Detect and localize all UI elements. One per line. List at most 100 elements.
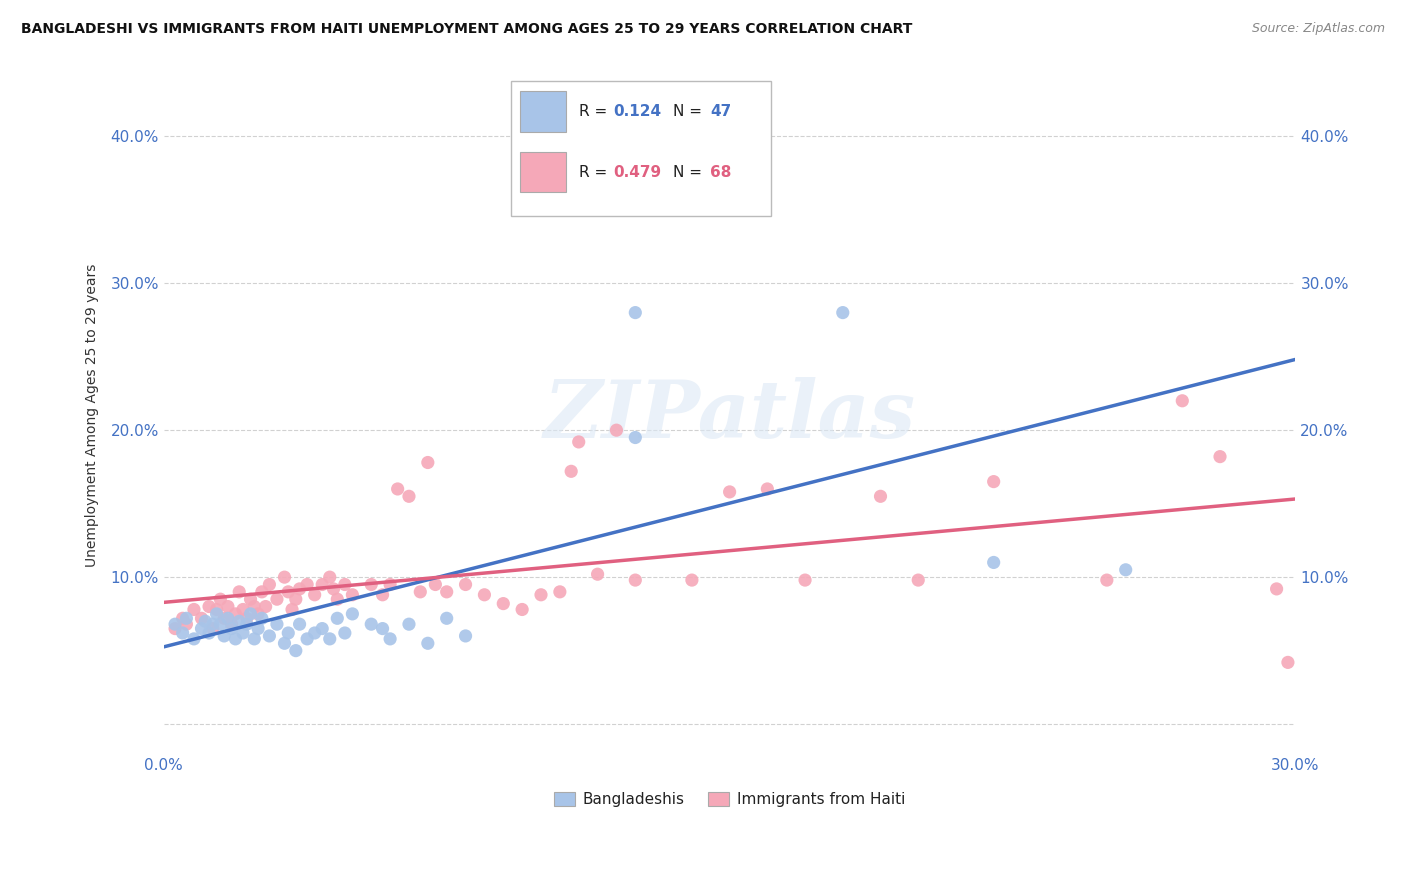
- Point: [342, 588, 364, 602]
- Point: [398, 617, 420, 632]
- Point: [250, 585, 273, 599]
- Point: [409, 585, 432, 599]
- Point: [190, 611, 212, 625]
- Y-axis label: Unemployment Among Ages 25 to 29 years: Unemployment Among Ages 25 to 29 years: [86, 264, 100, 567]
- FancyBboxPatch shape: [512, 81, 772, 216]
- Point: [273, 570, 295, 584]
- Point: [284, 643, 307, 657]
- Point: [221, 622, 243, 636]
- Point: [172, 611, 194, 625]
- Point: [530, 588, 553, 602]
- Point: [1277, 656, 1299, 670]
- Point: [548, 585, 571, 599]
- Point: [176, 617, 198, 632]
- Point: [221, 617, 243, 632]
- Point: [176, 611, 198, 625]
- Point: [360, 617, 382, 632]
- Point: [281, 602, 304, 616]
- Point: [288, 582, 311, 596]
- Point: [228, 585, 250, 599]
- Point: [236, 611, 259, 625]
- Text: N =: N =: [673, 165, 707, 179]
- Point: [277, 585, 299, 599]
- Point: [983, 556, 1005, 570]
- Point: [319, 570, 342, 584]
- Point: [205, 607, 228, 621]
- Point: [371, 622, 394, 636]
- Point: [1095, 573, 1118, 587]
- Point: [416, 636, 439, 650]
- Point: [624, 573, 647, 587]
- Point: [198, 599, 221, 614]
- Point: [228, 614, 250, 628]
- Point: [1265, 582, 1288, 596]
- Text: 0.124: 0.124: [613, 103, 661, 119]
- Point: [326, 592, 349, 607]
- Point: [326, 611, 349, 625]
- Text: R =: R =: [579, 103, 612, 119]
- Point: [247, 622, 270, 636]
- Text: 47: 47: [710, 103, 731, 119]
- Point: [217, 611, 239, 625]
- Point: [605, 423, 627, 437]
- Point: [205, 602, 228, 616]
- Point: [586, 567, 609, 582]
- Point: [416, 456, 439, 470]
- Point: [288, 617, 311, 632]
- Point: [624, 430, 647, 444]
- Point: [756, 482, 779, 496]
- Point: [243, 632, 266, 646]
- Text: R =: R =: [579, 165, 612, 179]
- Point: [794, 573, 817, 587]
- Point: [212, 629, 235, 643]
- Point: [266, 617, 288, 632]
- Point: [378, 632, 401, 646]
- Point: [454, 629, 477, 643]
- Point: [277, 626, 299, 640]
- Text: 68: 68: [710, 165, 731, 179]
- Point: [510, 602, 533, 616]
- Point: [224, 632, 246, 646]
- Point: [492, 597, 515, 611]
- Point: [209, 592, 232, 607]
- Point: [322, 582, 344, 596]
- Point: [398, 489, 420, 503]
- Point: [1209, 450, 1232, 464]
- Point: [425, 577, 447, 591]
- Point: [387, 482, 409, 496]
- Point: [209, 617, 232, 632]
- Point: [304, 588, 326, 602]
- Point: [273, 636, 295, 650]
- Point: [259, 577, 281, 591]
- Legend: Bangladeshis, Immigrants from Haiti: Bangladeshis, Immigrants from Haiti: [548, 786, 911, 814]
- Point: [983, 475, 1005, 489]
- Point: [165, 617, 187, 632]
- Point: [217, 599, 239, 614]
- Point: [172, 626, 194, 640]
- Point: [568, 434, 591, 449]
- Point: [239, 607, 262, 621]
- Point: [247, 607, 270, 621]
- Point: [1115, 563, 1137, 577]
- Point: [311, 577, 333, 591]
- Point: [201, 617, 224, 632]
- Point: [624, 305, 647, 319]
- Point: [333, 626, 356, 640]
- Text: BANGLADESHI VS IMMIGRANTS FROM HAITI UNEMPLOYMENT AMONG AGES 25 TO 29 YEARS CORR: BANGLADESHI VS IMMIGRANTS FROM HAITI UNE…: [21, 22, 912, 37]
- Point: [378, 577, 401, 591]
- Point: [436, 585, 458, 599]
- Text: Source: ZipAtlas.com: Source: ZipAtlas.com: [1251, 22, 1385, 36]
- Point: [319, 632, 342, 646]
- FancyBboxPatch shape: [520, 91, 565, 131]
- Point: [304, 626, 326, 640]
- Point: [333, 577, 356, 591]
- Point: [560, 464, 582, 478]
- Point: [454, 577, 477, 591]
- Point: [831, 305, 853, 319]
- Point: [254, 599, 277, 614]
- Point: [266, 592, 288, 607]
- Point: [371, 588, 394, 602]
- Text: ZIPatlas: ZIPatlas: [544, 376, 915, 454]
- Point: [201, 622, 224, 636]
- Point: [236, 617, 259, 632]
